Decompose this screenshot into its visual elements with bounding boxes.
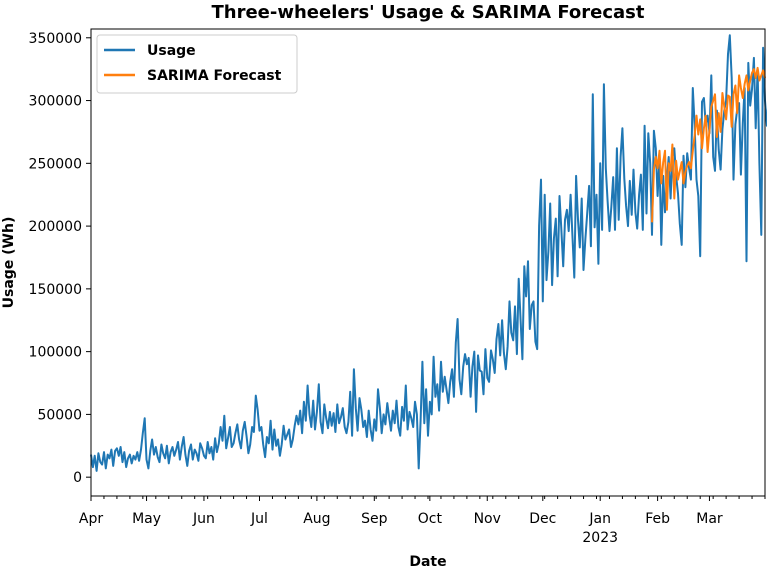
y-tick-label: 100000	[29, 345, 82, 361]
x-tick-label: Jan	[588, 511, 611, 527]
chart-title: Three-wheelers' Usage & SARIMA Forecast	[212, 2, 645, 23]
legend-label-forecast: SARIMA Forecast	[147, 68, 282, 84]
x-tick-sublabel: 2023	[582, 530, 618, 546]
x-tick-label: Sep	[361, 511, 388, 527]
y-tick-label: 200000	[29, 219, 82, 235]
x-tick-label: Oct	[418, 511, 443, 527]
x-axis-title: Date	[409, 554, 446, 568]
x-tick-label: Feb	[645, 511, 670, 527]
forecast-series-line	[651, 66, 766, 223]
y-tick-label: 0	[73, 470, 82, 486]
x-tick-label: Apr	[79, 511, 103, 527]
x-tick-label: Aug	[303, 511, 330, 527]
legend-label-usage: Usage	[147, 43, 196, 59]
legend: Usage SARIMA Forecast	[96, 34, 298, 94]
x-tick-label: Jun	[192, 511, 215, 527]
x-axis: Apr May Jun Jul Aug Sep Oct Nov Dec Jan 2023 Feb Mar	[79, 496, 766, 546]
usage-series-line	[90, 34, 767, 472]
y-axis: 0 50000 100000 150000 200000 250000 300000 3500…	[29, 31, 91, 486]
y-tick-label: 300000	[29, 94, 82, 110]
legend-box	[96, 34, 298, 94]
series-layer	[90, 34, 767, 472]
x-tick-label: Nov	[474, 511, 501, 527]
x-tick-label: Mar	[696, 511, 723, 527]
y-tick-label: 350000	[29, 31, 82, 47]
x-tick-label: Dec	[529, 511, 556, 527]
plot-area: 0 50000 100000 150000 200000 250000 300000 3500…	[29, 28, 767, 546]
y-tick-label: 50000	[37, 407, 82, 423]
y-tick-label: 250000	[29, 156, 82, 172]
x-tick-label: Jul	[250, 511, 268, 527]
x-tick-label: May	[132, 511, 161, 527]
y-axis-title: Usage (Wh)	[1, 217, 17, 309]
y-tick-label: 150000	[29, 282, 82, 298]
